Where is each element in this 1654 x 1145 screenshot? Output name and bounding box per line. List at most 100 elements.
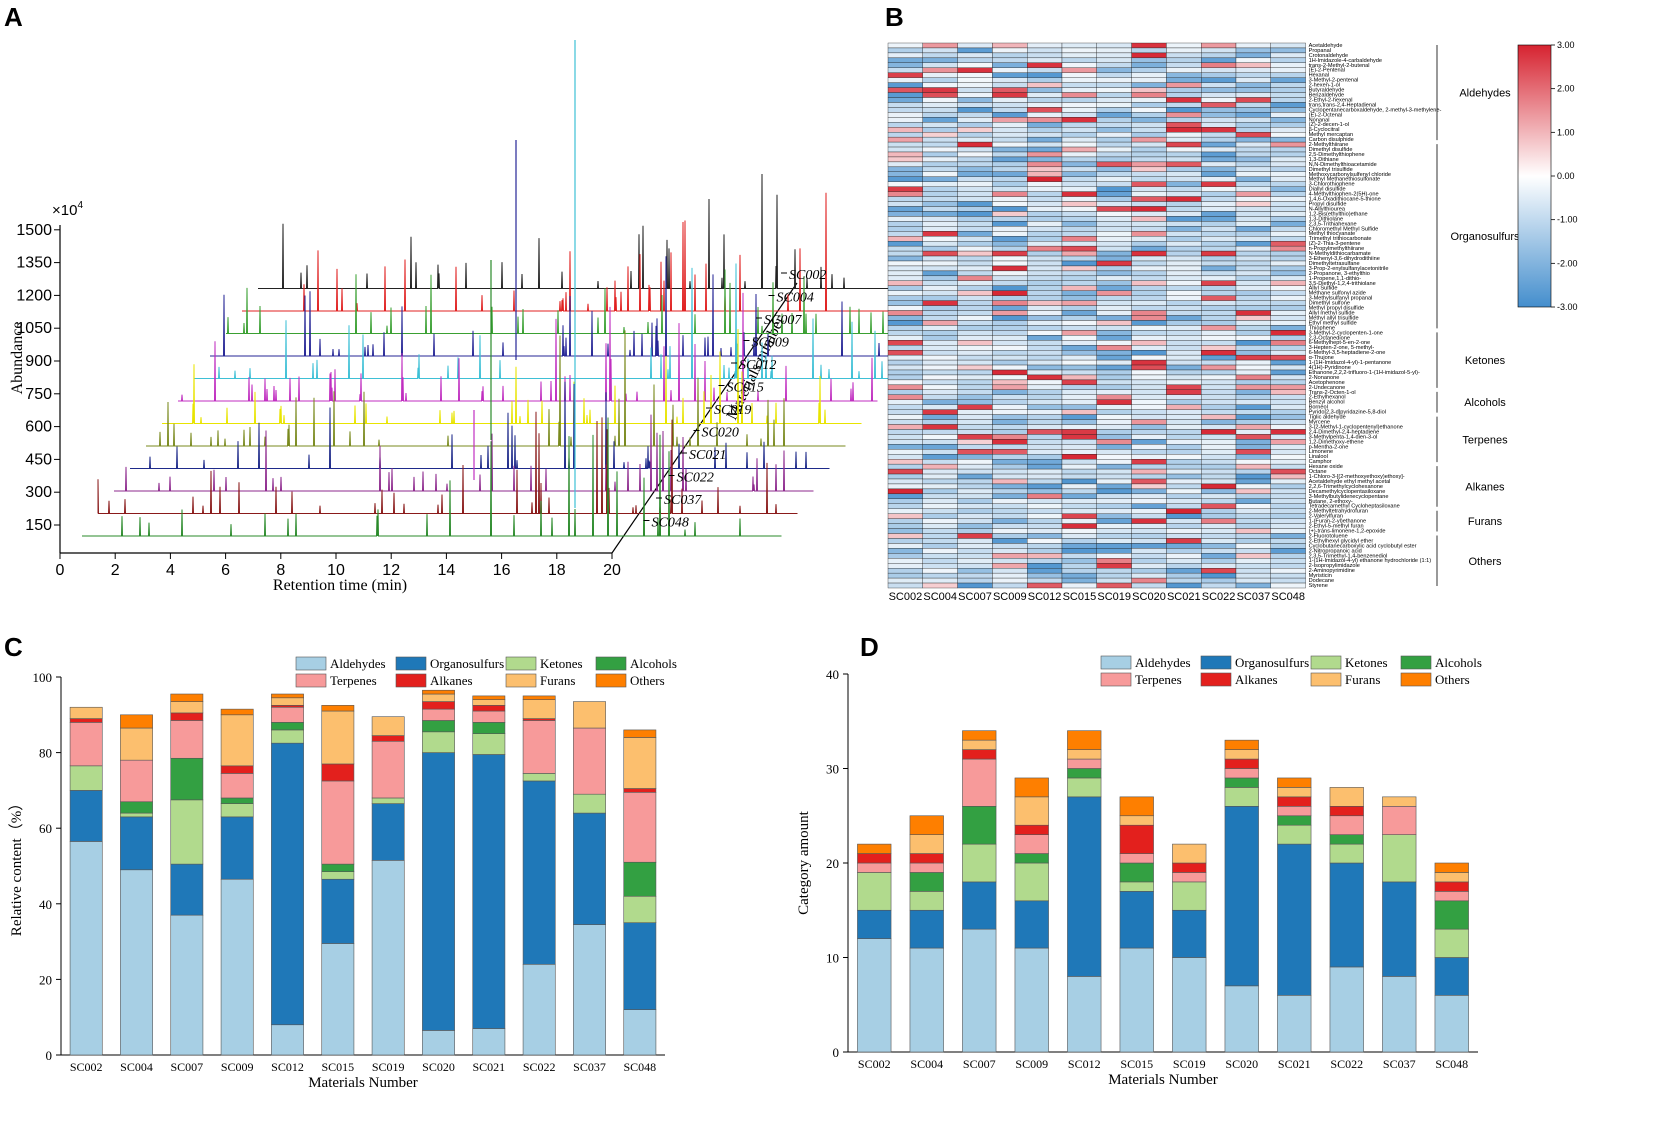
heatmap-cell [1201,568,1237,574]
heatmap-cell [1061,503,1097,509]
heatmap-cell [1235,394,1271,400]
heatmap-cell [887,488,923,495]
heatmap-cell [887,265,923,272]
heatmap-cell [1235,117,1271,123]
heatmap-row-label: Hexanal [1309,73,1330,79]
heatmap-cell [1270,468,1306,475]
heatmap-cell [992,275,1028,281]
heatmap-cell [1235,414,1271,420]
heatmap-row-label: Decamethylcyclopentasiloxane [1309,489,1386,495]
heatmap-cell [1166,424,1202,430]
heatmap-group-label: Others [1468,556,1502,568]
bar-SC012-Organosulfurs [271,742,304,1026]
heatmap-cell [1270,236,1306,242]
heatmap-cell [1270,186,1306,192]
heatmap-cell [1166,454,1202,460]
heatmap-group-label: Aldehydes [1459,88,1511,100]
heatmap-cell [1235,419,1271,425]
heatmap-cell [957,250,993,257]
heatmap-cell [887,548,923,554]
heatmap-cell [992,483,1028,490]
bar-SC002-Organosulfurs [857,909,892,939]
legend-label-terpenes: Terpenes [1135,672,1182,687]
heatmap-cell [1235,47,1271,54]
heatmap-cell [1027,533,1063,539]
heatmap-cell [992,141,1028,148]
heatmap-cell [1027,42,1063,49]
heatmap-cell [992,102,1028,108]
heatmap-cell [1201,300,1237,306]
heatmap-cell [1061,280,1097,286]
heatmap-cell [922,384,958,390]
heatmap-cell [1131,146,1167,153]
bar-SC012-Aldehydes [271,1024,304,1056]
heatmap-cell [992,409,1028,415]
bar-SC012-Terpenes [1067,758,1102,769]
heatmap-cell [1270,459,1306,465]
heatmap-cell [1131,364,1167,371]
heatmap-cell [1131,270,1167,277]
bar-SC019-Ketones [1172,881,1207,911]
heatmap-cell [1201,518,1237,524]
bar-SC009-Alcohols [220,797,254,804]
heatmap-cell [957,102,993,108]
heatmap-cell [1201,156,1237,163]
heatmap-cell [1096,498,1132,504]
heatmap-cell [992,211,1028,217]
heatmap-row-label: α-Thujone [1309,355,1334,361]
heatmap-cell [887,335,923,341]
heatmap-cell [1027,563,1063,569]
heatmap-row-label: 2,3,5-Trimethyl-1,4-benzenediol [1309,553,1388,559]
heatmap-cell [992,221,1028,227]
heatmap-cell [1166,211,1202,217]
heatmap-cell [957,533,993,539]
heatmap-cell [922,226,958,232]
heatmap-cell [1027,315,1063,321]
bar-SC009-Alcohols [1014,853,1049,864]
heatmap-cell [1201,315,1237,321]
heatmap-cell [1270,166,1306,172]
heatmap-cell [1201,42,1237,49]
heatmap-cell [1061,241,1097,247]
heatmap-cell [1131,275,1167,281]
heatmap-cell [887,325,923,331]
heatmap-cell [1201,72,1237,78]
heatmap-row-label: Benzyl alcohol [1309,400,1345,406]
bar-SC012-Others [271,693,304,699]
heatmap-cell [1270,117,1306,123]
a-multiplier: ×104 [52,200,83,219]
heatmap-cell [1027,290,1063,296]
heatmap-cell [887,498,923,504]
bar-SC022-Furans [522,699,556,719]
heatmap-cell [1096,434,1132,440]
heatmap-cell [1096,379,1132,386]
heatmap-cell [922,394,958,400]
D-ylabel: Category amount [796,810,812,915]
heatmap-cell [992,117,1028,123]
heatmap-cell [1270,161,1306,168]
heatmap-cell [1096,107,1132,113]
heatmap-cell [1201,543,1237,549]
heatmap-cell [992,374,1028,381]
heatmap-cell [1270,483,1306,490]
heatmap-cell [1096,459,1132,465]
heatmap-cell [1027,67,1063,73]
heatmap-cell [887,161,923,168]
heatmap-cell [1201,275,1237,281]
heatmap-cell [1061,161,1097,168]
heatmap-cell [1201,369,1237,376]
heatmap-row-label: Trimethyl trithiocarbonate [1309,236,1372,242]
heatmap-cell [1270,47,1306,54]
heatmap-cell [957,241,993,247]
heatmap-cell [1201,127,1237,133]
bar-SC004-Alcohols [120,801,153,814]
bar-SC007-Aldehydes [962,928,997,1053]
heatmap-cell [1027,350,1063,356]
heatmap-cell [1061,444,1097,450]
bar-SC002-Terpenes [857,862,892,873]
heatmap-row-label: (Z)-2-Thia-3-pentene [1309,241,1361,247]
heatmap-cell [992,345,1028,351]
heatmap-cell [1027,340,1063,346]
heatmap-cell [1201,548,1237,554]
heatmap-cell [1131,161,1167,168]
